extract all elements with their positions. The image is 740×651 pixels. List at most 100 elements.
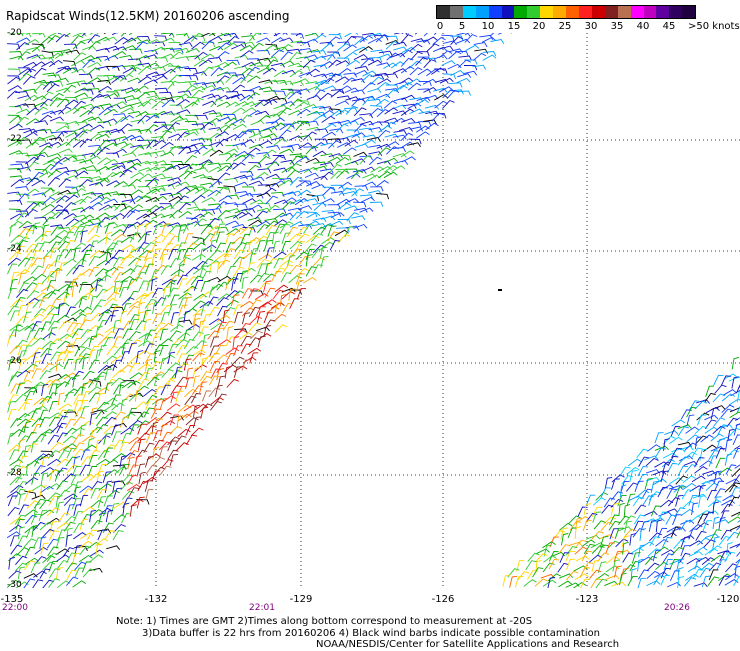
- wind-barb: [8, 86, 22, 91]
- wind-barb: [75, 131, 88, 138]
- wind-barb: [58, 393, 64, 405]
- wind-barb: [578, 507, 588, 517]
- wind-barb: [280, 224, 290, 234]
- wind-barb: [105, 315, 116, 325]
- wind-barb: [305, 33, 319, 37]
- wind-barb: [25, 515, 37, 523]
- wind-barb: [692, 503, 699, 515]
- wind-barb: [176, 119, 190, 123]
- wind-barb: [47, 154, 61, 158]
- wind-barb: [266, 248, 274, 259]
- wind-barb: [216, 202, 228, 210]
- legend-swatch: [553, 6, 566, 18]
- wind-barb: [715, 520, 729, 524]
- wind-barb: [224, 178, 237, 182]
- wind-barb: [104, 417, 116, 425]
- wind-barb: [208, 163, 221, 167]
- wind-barb: [249, 33, 261, 41]
- wind-barb: [105, 383, 113, 394]
- wind-barb: [154, 351, 160, 363]
- wind-barb: [105, 173, 118, 180]
- wind-barb: [9, 209, 22, 214]
- wind-barb: [48, 343, 56, 354]
- wind-barb: [121, 482, 133, 490]
- wind-barb: [306, 236, 319, 243]
- wind-barb: [362, 182, 376, 187]
- wind-barb: [201, 67, 213, 75]
- lat-label-30: -30: [7, 580, 22, 590]
- wind-barb: [39, 146, 51, 154]
- wind-barb: [121, 237, 134, 243]
- wind-barb: [367, 89, 381, 93]
- wind-barb: [410, 68, 423, 75]
- wind-barb: [378, 148, 391, 156]
- wind-barb: [135, 456, 142, 468]
- wind-barb: [107, 346, 118, 355]
- wind-barb: [98, 451, 109, 460]
- wind-barb: [152, 42, 165, 46]
- wind-barb: [88, 387, 101, 394]
- wind-barb: [259, 141, 273, 146]
- wind-barb: [684, 461, 698, 465]
- wind-barb: [89, 450, 100, 459]
- wind-barb: [225, 221, 239, 225]
- wind-barb: [279, 149, 293, 153]
- wind-barb: [87, 156, 100, 161]
- wind-barb: [131, 146, 144, 153]
- wind-barb: [273, 209, 286, 213]
- wind-barb: [170, 454, 178, 465]
- wind-barb: [122, 433, 131, 443]
- wind-barb: [129, 363, 139, 373]
- wind-barb: [31, 314, 44, 321]
- time-label-left: 22:00: [2, 603, 28, 613]
- wind-barb: [370, 202, 383, 207]
- wind-barb: [113, 52, 126, 57]
- wind-barb: [127, 98, 141, 102]
- wind-barb: [583, 521, 592, 532]
- wind-barb: [97, 76, 110, 81]
- wind-barb: [271, 118, 284, 124]
- wind-barb: [48, 75, 61, 79]
- wind-barb: [88, 78, 101, 83]
- wind-barb: [185, 76, 198, 81]
- wind-barb: [178, 230, 184, 242]
- wind-barb: [271, 50, 284, 57]
- wind-barb: [97, 33, 109, 35]
- wind-barb: [79, 556, 92, 562]
- wind-barb: [647, 571, 660, 578]
- wind-barb: [153, 249, 161, 260]
- wind-barb: [91, 521, 103, 530]
- wind-barb: [152, 214, 166, 219]
- wind-barb: [17, 38, 31, 43]
- wind-barb: [49, 569, 60, 578]
- wind-barb: [152, 174, 166, 178]
- legend-swatch: [502, 6, 515, 18]
- wind-barb: [291, 249, 302, 258]
- wind-barb: [193, 83, 206, 87]
- wind-barb: [601, 488, 611, 498]
- wind-barb: [80, 197, 92, 205]
- wind-barb: [726, 440, 733, 452]
- wind-barb: [458, 91, 471, 96]
- wind-barb: [10, 536, 19, 547]
- wind-barb: [144, 319, 151, 331]
- wind-barb: [290, 81, 304, 85]
- wind-barb: [312, 185, 326, 189]
- wind-barb: [15, 563, 27, 571]
- wind-barb: [508, 569, 520, 578]
- wind-barb: [219, 196, 232, 202]
- wind-barb: [240, 271, 248, 282]
- wind-barb: [376, 99, 389, 106]
- wind-barb: [9, 107, 22, 112]
- wind-barb: [630, 534, 636, 546]
- wind-barb: [106, 232, 112, 244]
- wind-barb: [185, 69, 198, 74]
- wind-barb: [128, 78, 142, 82]
- wind-barb: [81, 83, 94, 88]
- wind-barb: [355, 144, 369, 148]
- wind-barb: [64, 410, 74, 420]
- wind-barb: [41, 204, 54, 210]
- wind-barb: [104, 199, 118, 203]
- wind-barb: [128, 130, 141, 134]
- wind-barb: [49, 192, 63, 197]
